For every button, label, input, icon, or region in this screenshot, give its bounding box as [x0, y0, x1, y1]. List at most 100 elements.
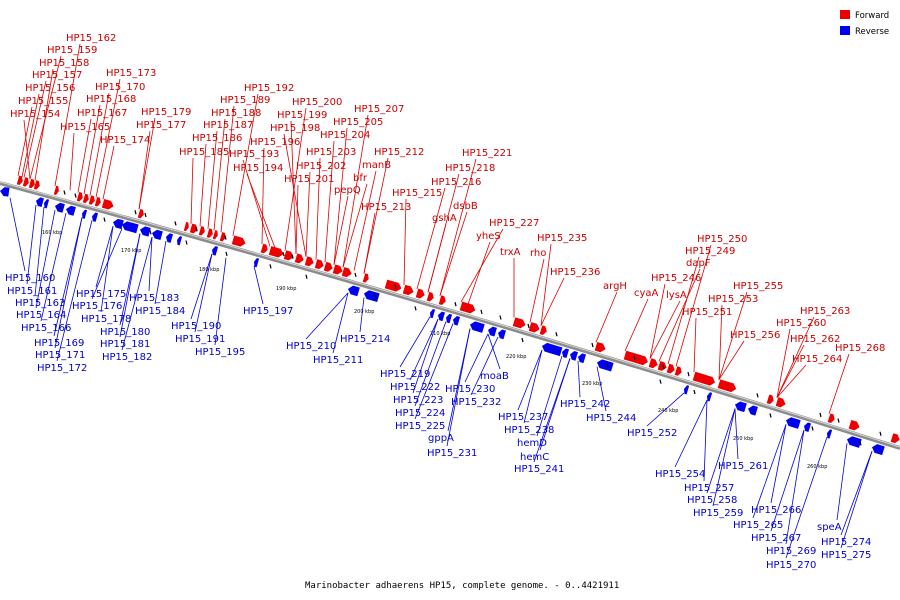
forward-gene-label: HP15_260 [776, 318, 826, 329]
gene-tick [374, 294, 377, 299]
forward-gene [341, 267, 352, 278]
forward-gene-label: HP15_205 [333, 117, 383, 128]
gene-tick [527, 323, 530, 328]
forward-gene-label: HP15_221 [462, 148, 512, 159]
forward-gene [206, 228, 213, 238]
gene-tick [174, 221, 177, 226]
reverse-leader-line [35, 209, 56, 309]
forward-gene-label: HP15_186 [192, 133, 242, 144]
kbp-label: 160 kbp [42, 230, 62, 236]
reverse-gene [827, 429, 833, 439]
reverse-gene [348, 285, 360, 297]
forward-gene [283, 250, 294, 261]
reverse-gene-label: HP15_169 [34, 338, 84, 349]
reverse-gene-label: speA [817, 522, 842, 533]
forward-leader-line [342, 114, 369, 268]
reverse-gene [430, 308, 436, 319]
gene-tick [224, 235, 227, 240]
reverse-gene [44, 199, 50, 209]
forward-gene [512, 317, 526, 329]
forward-leader-lines [17, 43, 850, 414]
forward-gene-label: rho [530, 248, 546, 259]
reverse-gene-label: moaB [480, 371, 509, 382]
reverse-leader-line [836, 443, 848, 521]
forward-leader-line [207, 130, 218, 229]
forward-leader-line [138, 117, 156, 210]
forward-gene-label: HP15_167 [77, 108, 127, 119]
reverse-leader-line [785, 436, 828, 559]
reverse-gene-label: HP15_163 [15, 298, 65, 309]
forward-leader-line [138, 130, 151, 210]
forward-gene [848, 420, 860, 431]
forward-leader-line [315, 157, 321, 260]
reverse-leader-line [840, 451, 873, 549]
reverse-leader-line [596, 366, 607, 412]
forward-leader-line [667, 256, 700, 365]
forward-gene-label: HP15_236 [550, 267, 600, 278]
gene-tick [354, 272, 357, 278]
forward-leader-line [283, 133, 307, 257]
reverse-leader-line [332, 292, 349, 354]
gene-tick [693, 389, 696, 395]
gene-tick [144, 212, 147, 218]
kbp-label: 210 kbp [430, 331, 450, 337]
kbp-label: 250 kbp [733, 436, 753, 442]
reverse-leader-line [359, 297, 365, 333]
forward-gene-label: HP15_156 [25, 83, 75, 94]
legend-forward-label: Forward [855, 11, 889, 21]
forward-leader-line [102, 145, 115, 200]
forward-gene-label: HP15_263 [800, 306, 850, 317]
forward-gene-label: argH [603, 281, 627, 292]
forward-gene-label: HP15_168 [86, 94, 136, 105]
forward-leader-line [213, 118, 226, 231]
reverse-gene [488, 326, 497, 337]
forward-gene [183, 221, 189, 232]
forward-gene [76, 192, 83, 202]
forward-gene [362, 273, 369, 283]
forward-leader-line [17, 106, 33, 176]
reverse-gene [542, 342, 563, 357]
forward-genes [16, 175, 900, 444]
kbp-label: 230 kbp [582, 381, 602, 387]
reverse-gene-label: HP15_191 [175, 334, 225, 345]
forward-leader-line [34, 68, 54, 181]
forward-gene [137, 209, 144, 219]
reverse-leader-line [706, 408, 736, 494]
backbone-line [0, 181, 900, 450]
reverse-leader-line [253, 265, 264, 305]
reverse-gene-label: HP15_180 [100, 327, 150, 338]
reverse-gene [578, 353, 586, 364]
forward-gene-label: HP15_177 [136, 120, 186, 131]
forward-leader-line [190, 157, 194, 224]
forward-gene [304, 256, 314, 267]
forward-leader-line [324, 140, 335, 263]
forward-gene-label: HP15_268 [835, 343, 885, 354]
gene-tick [195, 227, 198, 232]
forward-leader-line [776, 364, 807, 398]
forward-leader-line [95, 78, 121, 198]
forward-gene-label: HP15_227 [489, 218, 539, 229]
reverse-gene [453, 316, 461, 326]
forward-gene-label: HP15_201 [284, 174, 334, 185]
forward-gene-label: HP15_212 [374, 147, 424, 158]
reverse-leader-line [646, 392, 685, 427]
forward-gene-label: HP15_158 [39, 58, 89, 69]
reverse-leader-line [214, 257, 227, 346]
reverse-gene-label: HP15_274 [821, 537, 871, 548]
forward-leader-line [69, 132, 75, 191]
reverse-gene [113, 218, 124, 230]
gene-tick [811, 426, 814, 431]
forward-gene-label: HP15_185 [179, 147, 229, 158]
reverse-leader-line [194, 253, 213, 333]
reverse-leader-line [712, 408, 736, 507]
reverse-gene-label: HP15_238 [504, 425, 554, 436]
forward-leader-line [261, 147, 265, 245]
reverse-gene [140, 226, 151, 237]
reverse-gene [570, 351, 578, 361]
reverse-leader-line [785, 429, 805, 545]
reverse-leader-line [464, 333, 489, 383]
forward-leader-line [649, 300, 681, 359]
gene-tick [149, 230, 152, 235]
